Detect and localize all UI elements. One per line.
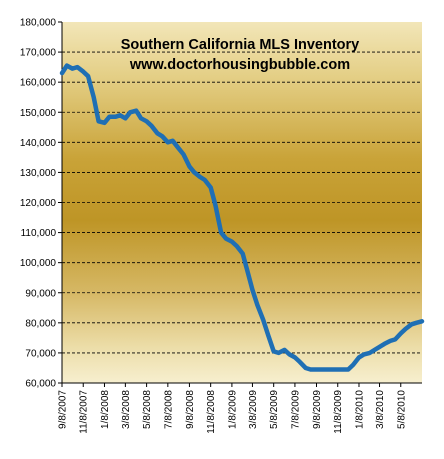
- x-tick-label: 9/8/2008: [185, 390, 196, 429]
- y-axis: 60,000 70,000 80,000 90,000 100,000 110,000 12…: [20, 18, 63, 390]
- series-layer: [59, 63, 425, 372]
- y-tick-label: 140,000: [20, 138, 57, 149]
- x-tick-label: 9/8/2007: [58, 390, 69, 429]
- y-tick-label: 150,000: [20, 108, 57, 119]
- y-tick-label: 110,000: [21, 228, 57, 239]
- chart-subtitle: www.doctorhousingbubble.com: [129, 57, 350, 73]
- x-tick-label: 3/8/2009: [248, 390, 259, 429]
- x-tick-label: 1/8/2008: [100, 390, 111, 429]
- x-tick-label: 5/8/2009: [269, 390, 280, 429]
- x-tick-label: 11/8/2007: [79, 390, 90, 434]
- y-tick-label: 60,000: [25, 379, 56, 390]
- chart-title: Southern California MLS Inventory: [121, 37, 359, 53]
- y-tick-label: 70,000: [25, 348, 56, 359]
- series-line: [59, 63, 425, 372]
- y-tick-label: 180,000: [20, 18, 57, 29]
- y-tick-label: 130,000: [20, 168, 57, 179]
- y-tick-label: 100,000: [20, 258, 57, 269]
- y-tick-label: 80,000: [25, 318, 56, 329]
- x-tick-label: 11/8/2008: [206, 390, 217, 434]
- x-tick-label: 7/8/2008: [163, 390, 174, 429]
- x-tick-label: 1/8/2010: [354, 390, 365, 429]
- y-tick-label: 160,000: [20, 78, 57, 89]
- x-tick-label: 3/8/2010: [375, 390, 386, 429]
- y-tick-label: 120,000: [20, 198, 57, 209]
- x-tick-label: 9/8/2009: [312, 390, 323, 429]
- x-axis: 9/8/2007 11/8/2007 1/8/2008 3/8/2008 5/8/200…: [58, 382, 422, 434]
- y-tick-label: 170,000: [20, 48, 57, 59]
- gridlines: [62, 51, 422, 354]
- x-tick-label: 5/8/2008: [142, 390, 153, 429]
- x-tick-label: 11/8/2009: [333, 390, 344, 434]
- x-tick-label: 7/8/2009: [290, 390, 301, 429]
- y-tick-label: 90,000: [25, 288, 56, 299]
- x-tick-label: 1/8/2009: [227, 390, 238, 429]
- x-tick-label: 3/8/2008: [121, 390, 132, 429]
- x-tick-label: 5/8/2010: [396, 390, 407, 429]
